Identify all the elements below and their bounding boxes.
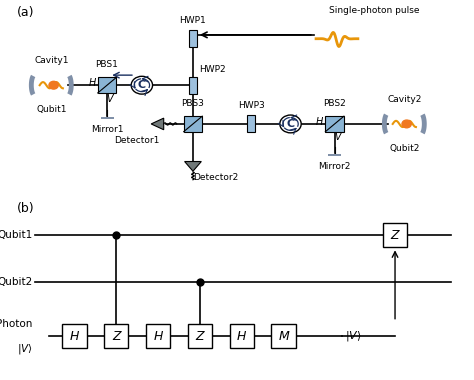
Circle shape (131, 76, 153, 94)
Bar (325, 116, 344, 132)
Circle shape (280, 115, 301, 133)
Text: PBS1: PBS1 (96, 60, 118, 69)
Bar (63, 324, 87, 348)
Text: Qubit2: Qubit2 (0, 277, 33, 287)
Text: Z: Z (112, 330, 120, 343)
Text: C: C (286, 119, 294, 129)
Bar (100, 117, 114, 119)
Text: HWP2: HWP2 (199, 65, 226, 74)
Text: PBS3: PBS3 (182, 99, 204, 108)
Text: |$V$⟩: |$V$⟩ (17, 342, 33, 356)
Polygon shape (151, 118, 164, 130)
Bar (247, 116, 255, 133)
Circle shape (402, 120, 411, 128)
Bar (328, 154, 341, 156)
Bar (183, 116, 202, 132)
Text: (a): (a) (17, 6, 34, 19)
Circle shape (49, 81, 58, 89)
Text: (b): (b) (17, 202, 34, 215)
Text: H: H (70, 330, 79, 343)
Text: PBS2: PBS2 (323, 99, 346, 108)
Text: Cavity1: Cavity1 (34, 56, 69, 65)
Text: Mirror2: Mirror2 (319, 162, 351, 171)
Text: Detector1: Detector1 (115, 136, 160, 144)
Text: $H$: $H$ (315, 115, 324, 127)
Text: Z: Z (391, 229, 399, 242)
Bar (188, 324, 212, 348)
Text: Detector2: Detector2 (193, 173, 239, 182)
Bar (383, 223, 407, 247)
Text: C: C (138, 80, 146, 90)
Text: $V$: $V$ (106, 92, 115, 104)
Text: Cavity2: Cavity2 (387, 95, 421, 104)
Text: Single-photon pulse: Single-photon pulse (329, 6, 419, 16)
Polygon shape (184, 162, 201, 171)
Bar (98, 78, 116, 93)
Text: |$V$⟩: |$V$⟩ (346, 329, 362, 343)
Text: HWP1: HWP1 (180, 16, 206, 25)
Bar (230, 324, 254, 348)
Bar (104, 324, 128, 348)
Bar (272, 324, 296, 348)
Text: Qubit2: Qubit2 (389, 144, 419, 153)
Text: HWP3: HWP3 (237, 101, 264, 110)
Text: $H$: $H$ (88, 76, 97, 88)
Text: H: H (154, 330, 163, 343)
Text: Qubit1: Qubit1 (36, 105, 66, 114)
Text: H: H (237, 330, 246, 343)
Bar (189, 77, 197, 94)
Bar (146, 324, 170, 348)
Text: Qubit1: Qubit1 (0, 230, 33, 240)
Text: M: M (278, 330, 289, 343)
Text: Photon: Photon (0, 318, 33, 329)
Text: $V$: $V$ (334, 130, 343, 142)
Bar (189, 30, 197, 47)
Text: Mirror1: Mirror1 (91, 125, 123, 134)
Text: Z: Z (196, 330, 204, 343)
